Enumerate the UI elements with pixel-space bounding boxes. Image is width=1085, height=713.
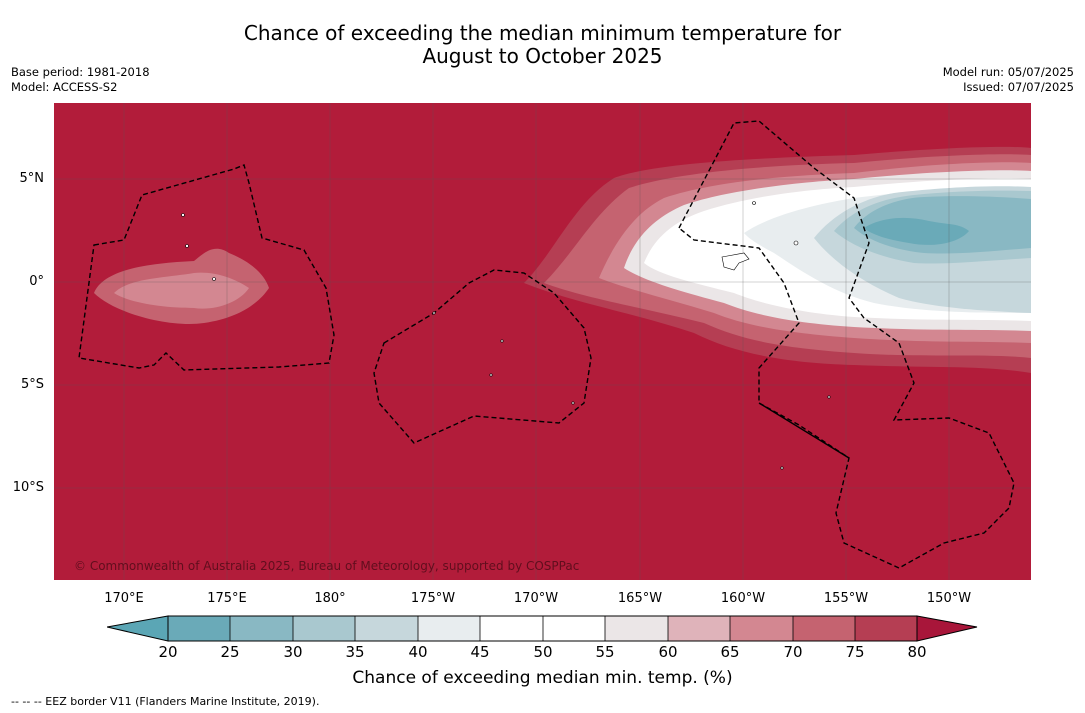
map-title: Chance of exceeding the median minimum t…: [0, 22, 1085, 68]
colorbar-tick-55: 55: [595, 643, 615, 661]
lon-label-155w: 155°W: [823, 591, 869, 606]
colorbar-high-extension: [916, 615, 978, 642]
model-run: Model run: 05/07/2025: [942, 65, 1074, 79]
eez-east-coast: [758, 402, 850, 459]
lon-label-175w: 175°W: [410, 591, 456, 606]
lat-label-0: 0°: [29, 274, 44, 289]
lon-label-150w: 150°W: [926, 591, 972, 606]
colorbar-tick-25: 25: [220, 643, 240, 661]
lon-label-175e: 175°E: [207, 591, 247, 606]
map-panel: © Commonwealth of Australia 2025, Bureau…: [54, 103, 1031, 580]
colorbar-tick-60: 60: [658, 643, 678, 661]
eez-borders: [78, 120, 1015, 569]
lon-label-160w: 160°W: [720, 591, 766, 606]
lon-label-165w: 165°W: [617, 591, 663, 606]
title-line-1: Chance of exceeding the median minimum t…: [243, 21, 842, 45]
west-contour-65: [114, 272, 249, 309]
model-name: Model: ACCESS-S2: [11, 80, 118, 94]
lon-label-170e: 170°E: [104, 591, 144, 606]
colorbar-tick-65: 65: [720, 643, 740, 661]
eez-west: [78, 164, 335, 371]
lon-label-180: 180°: [314, 591, 346, 606]
eez-footnote: -- -- -- EEZ border V11 (Flanders Marine…: [11, 695, 320, 708]
colorbar-tick-80: 80: [907, 643, 927, 661]
colorbar-seg-75-80: [855, 616, 917, 641]
colorbar-label: Chance of exceeding median min. temp. (%…: [352, 668, 733, 688]
eez-central: [373, 269, 592, 444]
colorbar: [107, 615, 978, 642]
islands: [181, 201, 831, 470]
meta-left: Base period: 1981-2018 Model: ACCESS-S2: [11, 65, 150, 95]
east-contour-20: [864, 217, 969, 245]
lat-label-5s: 5°S: [20, 377, 44, 392]
colorbar-seg-60-65: [668, 616, 730, 641]
issued-date: Issued: 07/07/2025: [963, 80, 1074, 94]
colorbar-tick-35: 35: [345, 643, 365, 661]
forecast-contours: [54, 103, 1031, 580]
colorbar-tick-75: 75: [845, 643, 865, 661]
lat-label-5n: 5°N: [19, 171, 45, 186]
colorbar-seg-65-70: [730, 616, 793, 641]
colorbar-tick-40: 40: [408, 643, 428, 661]
base-period: Base period: 1981-2018: [11, 65, 150, 79]
graticule: [54, 103, 1031, 580]
colorbar-seg-35-40: [355, 616, 418, 641]
title-line-2: August to October 2025: [422, 44, 663, 68]
colorbar-seg-55-60: [605, 616, 668, 641]
meta-right: Model run: 05/07/2025 Issued: 07/07/2025: [943, 65, 1074, 95]
colorbar-seg-40-45: [418, 616, 480, 641]
colorbar-seg-25-30: [230, 616, 293, 641]
colorbar-seg-45-50: [480, 616, 543, 641]
lon-label-170w: 170°W: [513, 591, 559, 606]
colorbar-dividers: [229, 616, 856, 641]
island-east: [721, 252, 750, 271]
eez-east-upper: [678, 120, 1015, 569]
lat-label-10s: 10°S: [12, 480, 44, 495]
colorbar-seg-20-25: [168, 616, 230, 641]
colorbar-seg-70-75: [793, 616, 855, 641]
colorbar-tick-70: 70: [783, 643, 803, 661]
colorbar-low-extension: [107, 615, 169, 642]
map-credit: © Commonwealth of Australia 2025, Bureau…: [74, 559, 580, 573]
colorbar-tick-30: 30: [283, 643, 303, 661]
colorbar-tick-50: 50: [533, 643, 553, 661]
colorbar-tick-20: 20: [158, 643, 178, 661]
colorbar-seg-50-55: [543, 616, 605, 641]
colorbar-seg-30-35: [293, 616, 355, 641]
colorbar-segments: [168, 616, 917, 641]
colorbar-tick-45: 45: [470, 643, 490, 661]
